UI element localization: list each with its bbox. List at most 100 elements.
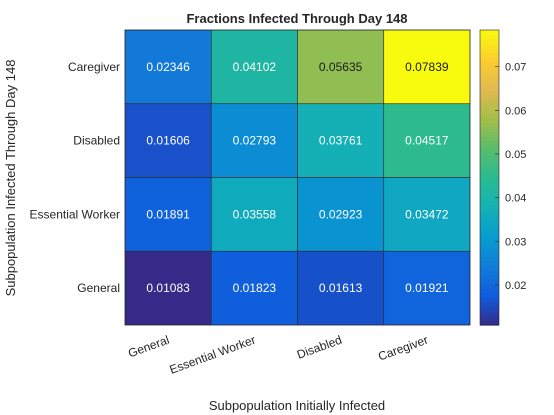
- chart-title: Fractions Infected Through Day 148: [186, 11, 407, 26]
- colorbar-swatch: [480, 237, 499, 243]
- colorbar-swatch: [480, 246, 499, 252]
- y-tick-label: Caregiver: [68, 60, 120, 74]
- colorbar-frame: [479, 29, 500, 326]
- heatmap-cell: [210, 250, 298, 326]
- colorbar-swatch: [480, 191, 499, 197]
- cell-value-label: 0.01823: [233, 281, 277, 295]
- colorbar-swatch: [480, 260, 499, 266]
- colorbar-swatch: [480, 48, 499, 54]
- colorbar-swatch: [480, 99, 499, 105]
- colorbar-swatch: [480, 315, 499, 321]
- heatmap-cell: [383, 103, 471, 178]
- colorbar-swatch: [480, 39, 499, 45]
- heatmap-cells: 0.02346 0.04102 0.05635 0.07839 0.01606 0.027…: [124, 29, 471, 326]
- heatmap-cell: [297, 250, 385, 326]
- x-tick-label: General: [126, 333, 171, 361]
- y-tick-label: Disabled: [73, 134, 120, 148]
- cell-value-label: 0.01606: [146, 134, 190, 148]
- colorbar-swatch: [480, 177, 499, 183]
- cell-value-label: 0.03558: [233, 207, 277, 221]
- colorbar-swatch: [480, 149, 499, 156]
- colorbar-swatch: [480, 163, 499, 169]
- colorbar-swatch: [480, 283, 499, 289]
- heatmap-cell: [124, 103, 212, 178]
- colorbar-swatch: [480, 30, 499, 36]
- colorbar-swatch: [480, 168, 499, 174]
- plot-frame: [124, 29, 471, 326]
- colorbar-swatch: [480, 112, 499, 119]
- colorbar-swatch: [480, 43, 499, 50]
- cell-value-label: 0.04102: [233, 60, 277, 74]
- colorbar-swatch: [480, 274, 499, 280]
- colorbar-swatch: [480, 117, 499, 123]
- colorbar-swatch: [480, 159, 499, 165]
- colorbar-swatch: [480, 186, 499, 192]
- colorbar-tick-label: 0.02: [505, 280, 526, 292]
- colorbar-swatch: [480, 53, 499, 59]
- colorbar-tick-label: 0.06: [505, 105, 526, 117]
- colorbar-swatch: [480, 89, 499, 96]
- colorbar-swatch: [480, 265, 499, 271]
- colorbar-swatch: [480, 320, 499, 326]
- colorbar-swatch: [480, 154, 499, 160]
- x-axis-label: Subpopulation Initially Infected: [209, 398, 385, 413]
- colorbar-swatch: [480, 66, 499, 73]
- colorbar-swatch: [480, 85, 499, 91]
- colorbar-swatch: [480, 288, 499, 294]
- colorbar-swatch: [480, 200, 499, 206]
- colorbar-tick-label: 0.07: [505, 62, 526, 74]
- heatmap-cell: [383, 177, 471, 252]
- colorbar-swatch: [480, 218, 499, 225]
- heatmap-cell: [124, 29, 212, 105]
- colorbar-tick-label: 0.05: [505, 149, 526, 161]
- colorbar-swatch: [480, 108, 499, 114]
- cell-value-label: 0.03761: [319, 134, 363, 148]
- colorbar-swatch: [480, 80, 499, 86]
- heatmap-cell: [210, 177, 298, 252]
- colorbar-swatch: [480, 122, 499, 128]
- heatmap-cell: [383, 250, 471, 326]
- colorbar-swatch: [480, 136, 499, 142]
- colorbar-swatch: [480, 76, 499, 82]
- colorbar-swatch: [480, 251, 499, 257]
- y-tick-label: General: [77, 281, 120, 295]
- cell-value-label: 0.02923: [319, 207, 363, 221]
- colorbar-swatch: [480, 71, 499, 77]
- cell-value-label: 0.07839: [405, 60, 449, 74]
- colorbar-swatch: [480, 34, 499, 40]
- colorbar-swatch: [480, 228, 499, 234]
- colorbar-swatch: [480, 94, 499, 100]
- colorbar-swatch: [480, 223, 499, 229]
- colorbar-swatch: [480, 255, 499, 262]
- cell-value-label: 0.01921: [405, 281, 449, 295]
- cell-value-label: 0.02793: [233, 134, 277, 148]
- y-tick-label: Essential Worker: [30, 207, 120, 221]
- cell-value-label: 0.01613: [319, 281, 363, 295]
- colorbar-swatch: [480, 214, 499, 220]
- colorbar-swatch: [480, 306, 499, 312]
- y-tick-labels: Caregiver Disabled Essential Worker General: [30, 60, 120, 295]
- heatmap-cell: [210, 29, 298, 105]
- colorbar-swatch: [480, 205, 499, 211]
- colorbar-tick-label: 0.03: [505, 236, 526, 248]
- colorbar-swatch: [480, 131, 499, 137]
- colorbar-swatch: [480, 292, 499, 298]
- colorbar-swatch: [480, 232, 499, 239]
- cell-value-label: 0.02346: [146, 60, 190, 74]
- x-tick-label: Caregiver: [376, 333, 430, 364]
- heatmap-cell: [210, 103, 298, 178]
- cell-value-label: 0.04517: [405, 134, 449, 148]
- colorbar-swatch: [480, 140, 499, 146]
- colorbar-swatch: [480, 62, 499, 68]
- colorbar-swatch: [480, 145, 499, 151]
- heatmap-cell: [383, 29, 471, 105]
- colorbar-swatch: [480, 278, 499, 285]
- colorbar-swatch: [480, 209, 499, 215]
- colorbar-swatch: [480, 126, 499, 133]
- colorbar-swatch: [480, 57, 499, 63]
- colorbar-swatch: [480, 172, 499, 179]
- colorbar-swatch: [480, 242, 499, 248]
- colorbar-swatch: [480, 311, 499, 317]
- colorbar-swatch: [480, 297, 499, 303]
